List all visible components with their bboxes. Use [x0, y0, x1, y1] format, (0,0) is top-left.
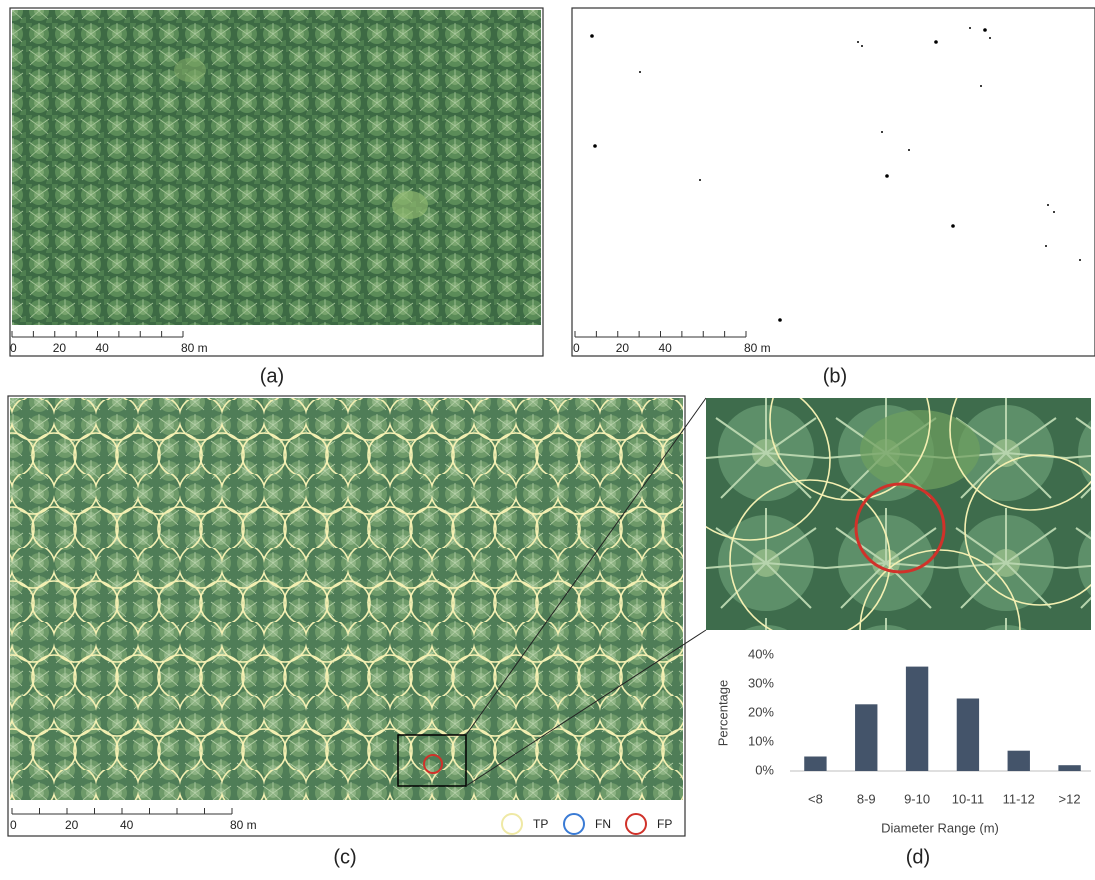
x-tick-label: 8-9 [857, 791, 876, 806]
scale-label: 20 [616, 341, 630, 355]
bar [957, 699, 979, 772]
bar-chart: Diameter Range (m) Percentage 0% 10% 20% 30… [715, 646, 1091, 835]
scale-label: 20 [53, 341, 67, 355]
scale-label: 80 m [230, 818, 257, 832]
bar [1058, 765, 1080, 771]
speck [908, 149, 910, 151]
bar [804, 757, 826, 772]
y-tick-label: 0% [755, 762, 774, 777]
speck [989, 37, 991, 39]
x-tick-label: >12 [1059, 791, 1081, 806]
speck [951, 224, 955, 228]
legend-label: FN [595, 817, 611, 831]
y-tick-label: 30% [748, 675, 774, 690]
speck [1053, 211, 1055, 213]
bar [855, 704, 877, 771]
scale-label: 0 [573, 341, 580, 355]
y-tick-label: 40% [748, 646, 774, 661]
speck [861, 45, 863, 47]
scale-label: 40 [659, 341, 673, 355]
x-tick-label: 10-11 [952, 791, 984, 806]
speck [1045, 245, 1047, 247]
scale-label: 0 [10, 818, 17, 832]
aerial-image [12, 10, 541, 325]
x-tick-label: <8 [808, 791, 823, 806]
panel-label: (c) [333, 846, 356, 868]
panel-label: (d) [906, 846, 930, 868]
speck [639, 71, 641, 73]
speck [857, 41, 859, 43]
panel-label: (b) [823, 365, 847, 387]
detection-circles [10, 398, 683, 800]
speck [969, 27, 971, 29]
clearing [392, 191, 428, 219]
y-tick-label: 20% [748, 704, 774, 719]
x-axis-label: Diameter Range (m) [881, 820, 999, 835]
speck [1079, 259, 1081, 261]
page: {"figure": { "panels": [ {"label": "(a)"… [0, 0, 1095, 875]
panel-label: (a) [260, 365, 284, 387]
scale-label: 20 [65, 818, 79, 832]
x-tick-label: 9-10 [904, 791, 930, 806]
x-tick-label: 11-12 [1003, 791, 1035, 806]
bar [906, 667, 928, 771]
clearing [174, 58, 206, 82]
speck [934, 40, 938, 44]
speck [885, 174, 889, 178]
panel-frame [572, 8, 1095, 356]
speck [1047, 204, 1049, 206]
speck [593, 144, 597, 148]
scale-label: 80 m [181, 341, 208, 355]
scale-label: 80 m [744, 341, 771, 355]
speck [590, 34, 594, 38]
scale-label: 40 [120, 818, 134, 832]
speck [980, 85, 982, 87]
legend-label: TP [533, 817, 548, 831]
speck [881, 131, 883, 133]
legend-label: FP [657, 817, 672, 831]
y-axis-label: Percentage [715, 680, 730, 747]
bar [1008, 751, 1030, 771]
scale-label: 40 [96, 341, 110, 355]
inset [670, 340, 1095, 710]
speck [699, 179, 701, 181]
y-tick-label: 10% [748, 733, 774, 748]
figure: TP FN FP (a) (b) (c) (d) Diameter Range … [0, 0, 1095, 875]
speck [778, 318, 782, 322]
speck [983, 28, 987, 32]
scale-label: 0 [10, 341, 17, 355]
